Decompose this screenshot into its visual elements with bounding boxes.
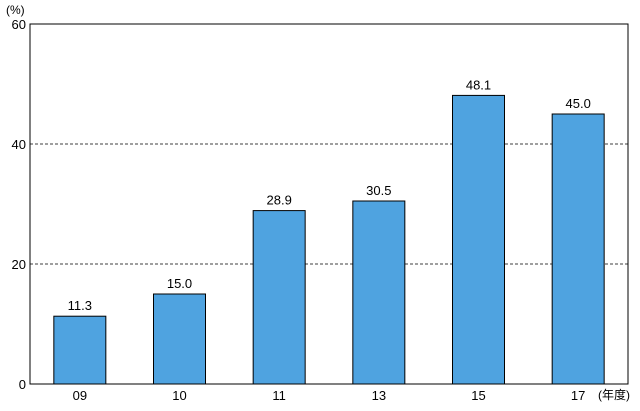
bar-15 (452, 94, 505, 385)
bar-13 (352, 200, 406, 385)
grid-lines (30, 143, 628, 265)
plot-frame (29, 23, 629, 385)
x-tick-label: 15 (471, 388, 485, 403)
y-tick-label: 40 (12, 137, 26, 152)
data-label: 45.0 (566, 96, 591, 111)
x-axis-ticks: 09 10 11 13 15 17 (73, 388, 586, 403)
bar-09 (53, 315, 107, 385)
y-tick-label: 60 (12, 17, 26, 32)
x-tick-label: 13 (372, 388, 386, 403)
y-unit-label: (%) (6, 3, 25, 17)
data-label: 48.1 (466, 77, 491, 92)
x-tick-label: 11 (272, 388, 286, 403)
bar-11 (252, 210, 306, 385)
data-label: 28.9 (267, 193, 292, 208)
x-unit-label: (年度) (598, 387, 630, 402)
bar-17 (551, 113, 605, 385)
data-label: 30.5 (366, 183, 391, 198)
bar-10 (153, 293, 206, 385)
data-label: 15.0 (167, 276, 192, 291)
data-label: 11.3 (68, 298, 92, 313)
x-tick-label: 10 (172, 388, 186, 403)
data-labels: 11.3 15.0 28.9 30.5 48.1 45.0 (68, 77, 591, 313)
y-tick-label: 20 (12, 257, 26, 272)
bars (53, 94, 605, 385)
y-axis-ticks: 0 20 40 60 (12, 17, 26, 392)
x-tick-label: 09 (73, 388, 87, 403)
y-tick-label: 0 (19, 377, 26, 392)
x-tick-label: 17 (571, 388, 585, 403)
